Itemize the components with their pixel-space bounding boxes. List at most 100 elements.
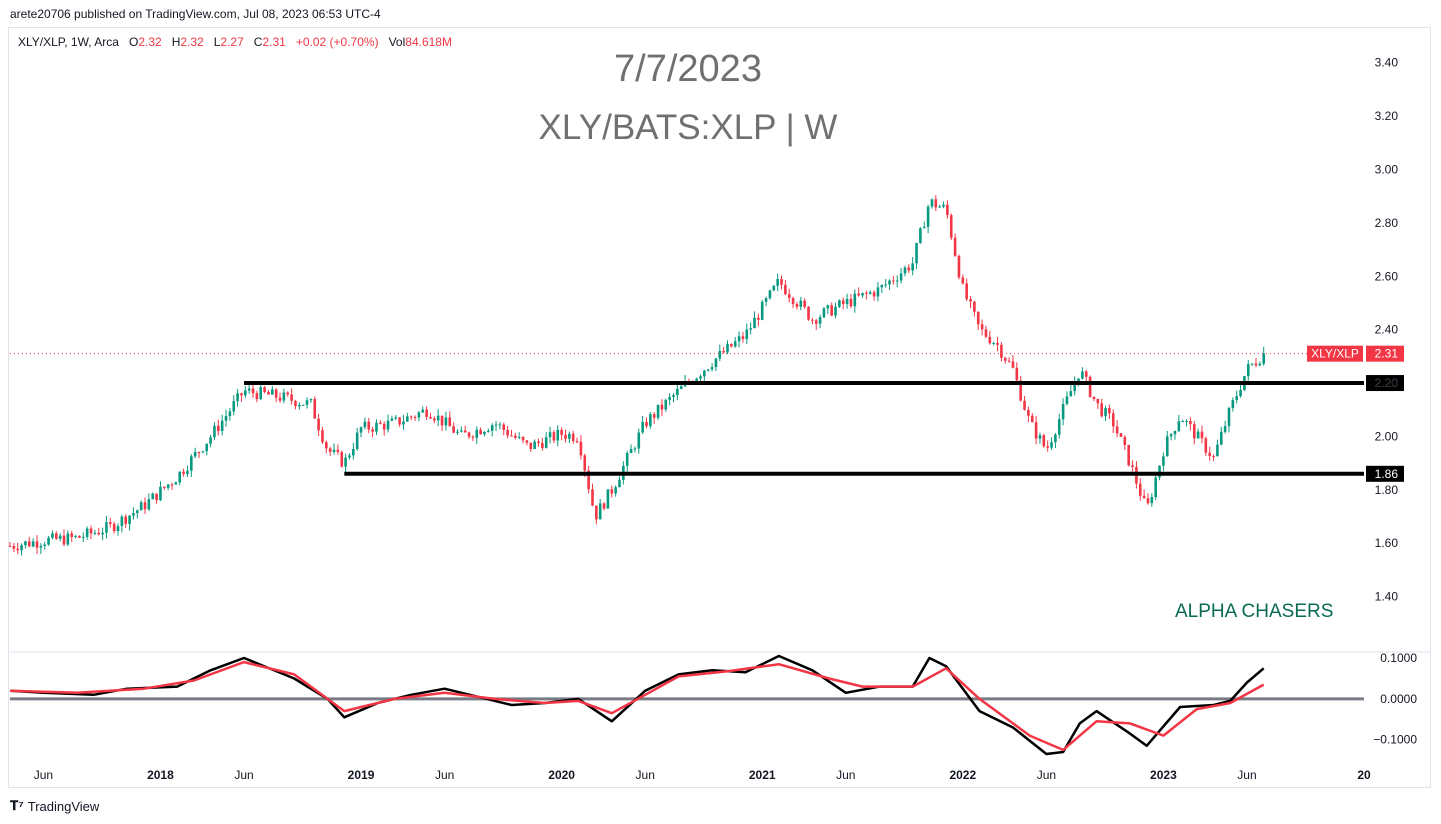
candle-body [872, 292, 876, 297]
candle-body [1142, 495, 1146, 499]
candle-body [602, 503, 606, 509]
candle-body [660, 404, 664, 410]
candle-body [753, 317, 756, 329]
candle-body [741, 336, 745, 339]
oscillator-tick-label: 0.1000 [1380, 651, 1417, 665]
candle-body [467, 432, 471, 437]
candle-body [1038, 435, 1042, 439]
candle-body [62, 535, 66, 545]
candle-body [417, 412, 421, 418]
candle-body [841, 300, 845, 305]
candle-body [1227, 407, 1231, 427]
candle-body [548, 432, 552, 438]
candle-body [598, 503, 602, 520]
candle-body [193, 452, 197, 457]
candle-body [27, 541, 31, 547]
candle-body [637, 432, 641, 449]
candle-body [541, 443, 544, 448]
candle-body [332, 449, 336, 452]
candle-body [587, 470, 590, 490]
ohlc-legend[interactable]: XLY/XLP, 1W, Arca O2.32 H2.32 L2.27 C2.3… [18, 35, 452, 49]
x-tick-label: Jun [34, 768, 53, 782]
candle-body [321, 430, 324, 443]
candle-body [1050, 442, 1053, 448]
signal-line [9, 660, 1265, 752]
candle-body [386, 420, 390, 430]
tradingview-footer[interactable]: 𝐓⁷ TradingView [10, 798, 99, 814]
candle-body [861, 292, 864, 296]
candle-body [1212, 456, 1215, 458]
candle-body [220, 420, 224, 432]
candle-body [425, 409, 428, 417]
candle-body [1150, 497, 1154, 504]
candle-body [413, 416, 417, 418]
tradingview-brand: TradingView [27, 798, 100, 814]
candle-body [1189, 420, 1192, 425]
candle-body [946, 204, 949, 216]
x-tick-label: 2023 [1150, 768, 1177, 782]
candle-body [1258, 363, 1262, 366]
candle-body [857, 293, 860, 296]
candle-body [645, 421, 648, 427]
candle-body [791, 297, 795, 305]
x-tick-label: 2020 [548, 768, 575, 782]
candle-body [274, 389, 278, 398]
candle-body [695, 378, 698, 384]
candle-body [830, 305, 833, 316]
oscillator-tick-label: 0.0000 [1380, 692, 1417, 706]
level-badge [1366, 375, 1404, 392]
candle-body [456, 431, 459, 433]
candle-body [606, 489, 610, 509]
candle-body [980, 324, 984, 330]
candle-body [938, 206, 941, 208]
candle-body [1115, 426, 1119, 434]
candle-body [120, 516, 124, 527]
candle-body [421, 409, 425, 413]
candle-body [1084, 371, 1088, 377]
candle-body [433, 418, 436, 421]
candle-body [213, 425, 216, 438]
x-tick-label: Jun [1037, 768, 1056, 782]
candle-body [934, 199, 938, 208]
candle-body [1077, 378, 1080, 383]
candle-body [679, 386, 683, 389]
candle-body [664, 399, 668, 410]
candle-body [475, 429, 479, 438]
legend-open-label: O [128, 35, 139, 49]
watermark-symbol: XLY/BATS:XLP | W [538, 108, 838, 147]
candle-body [614, 487, 617, 494]
candle-body [298, 404, 301, 407]
legend-change: +0.02 (+0.70%) [295, 35, 379, 49]
legend-close-label: C [253, 35, 263, 49]
candle-body [525, 440, 529, 443]
candle-body [799, 300, 803, 307]
candle-body [965, 283, 968, 300]
candle-body [1046, 446, 1049, 448]
candle-body [1169, 434, 1173, 437]
candle-body [66, 533, 70, 545]
candle-body [807, 306, 810, 320]
candle-body [101, 532, 104, 535]
candle-body [54, 533, 58, 539]
candle-body [1204, 438, 1208, 453]
candle-body [1081, 371, 1084, 379]
candle-body [1196, 431, 1200, 439]
candle-body [498, 424, 502, 426]
candle-body [822, 308, 826, 318]
candle-body [479, 429, 482, 435]
candle-body [1007, 360, 1011, 362]
legend-open-value: 2.32 [138, 35, 162, 49]
candle-body [533, 441, 536, 449]
candle-body [112, 523, 116, 532]
candle-body [336, 449, 340, 453]
candle-body [888, 280, 891, 285]
candle-body [1223, 426, 1227, 432]
candle-body [845, 298, 849, 305]
candle-body [359, 427, 363, 433]
candle-body [278, 397, 282, 401]
tradingview-logo-icon: 𝐓⁷ [10, 798, 24, 813]
candle-body [942, 204, 945, 207]
candle-body [517, 436, 521, 438]
candle-body [1019, 380, 1022, 401]
